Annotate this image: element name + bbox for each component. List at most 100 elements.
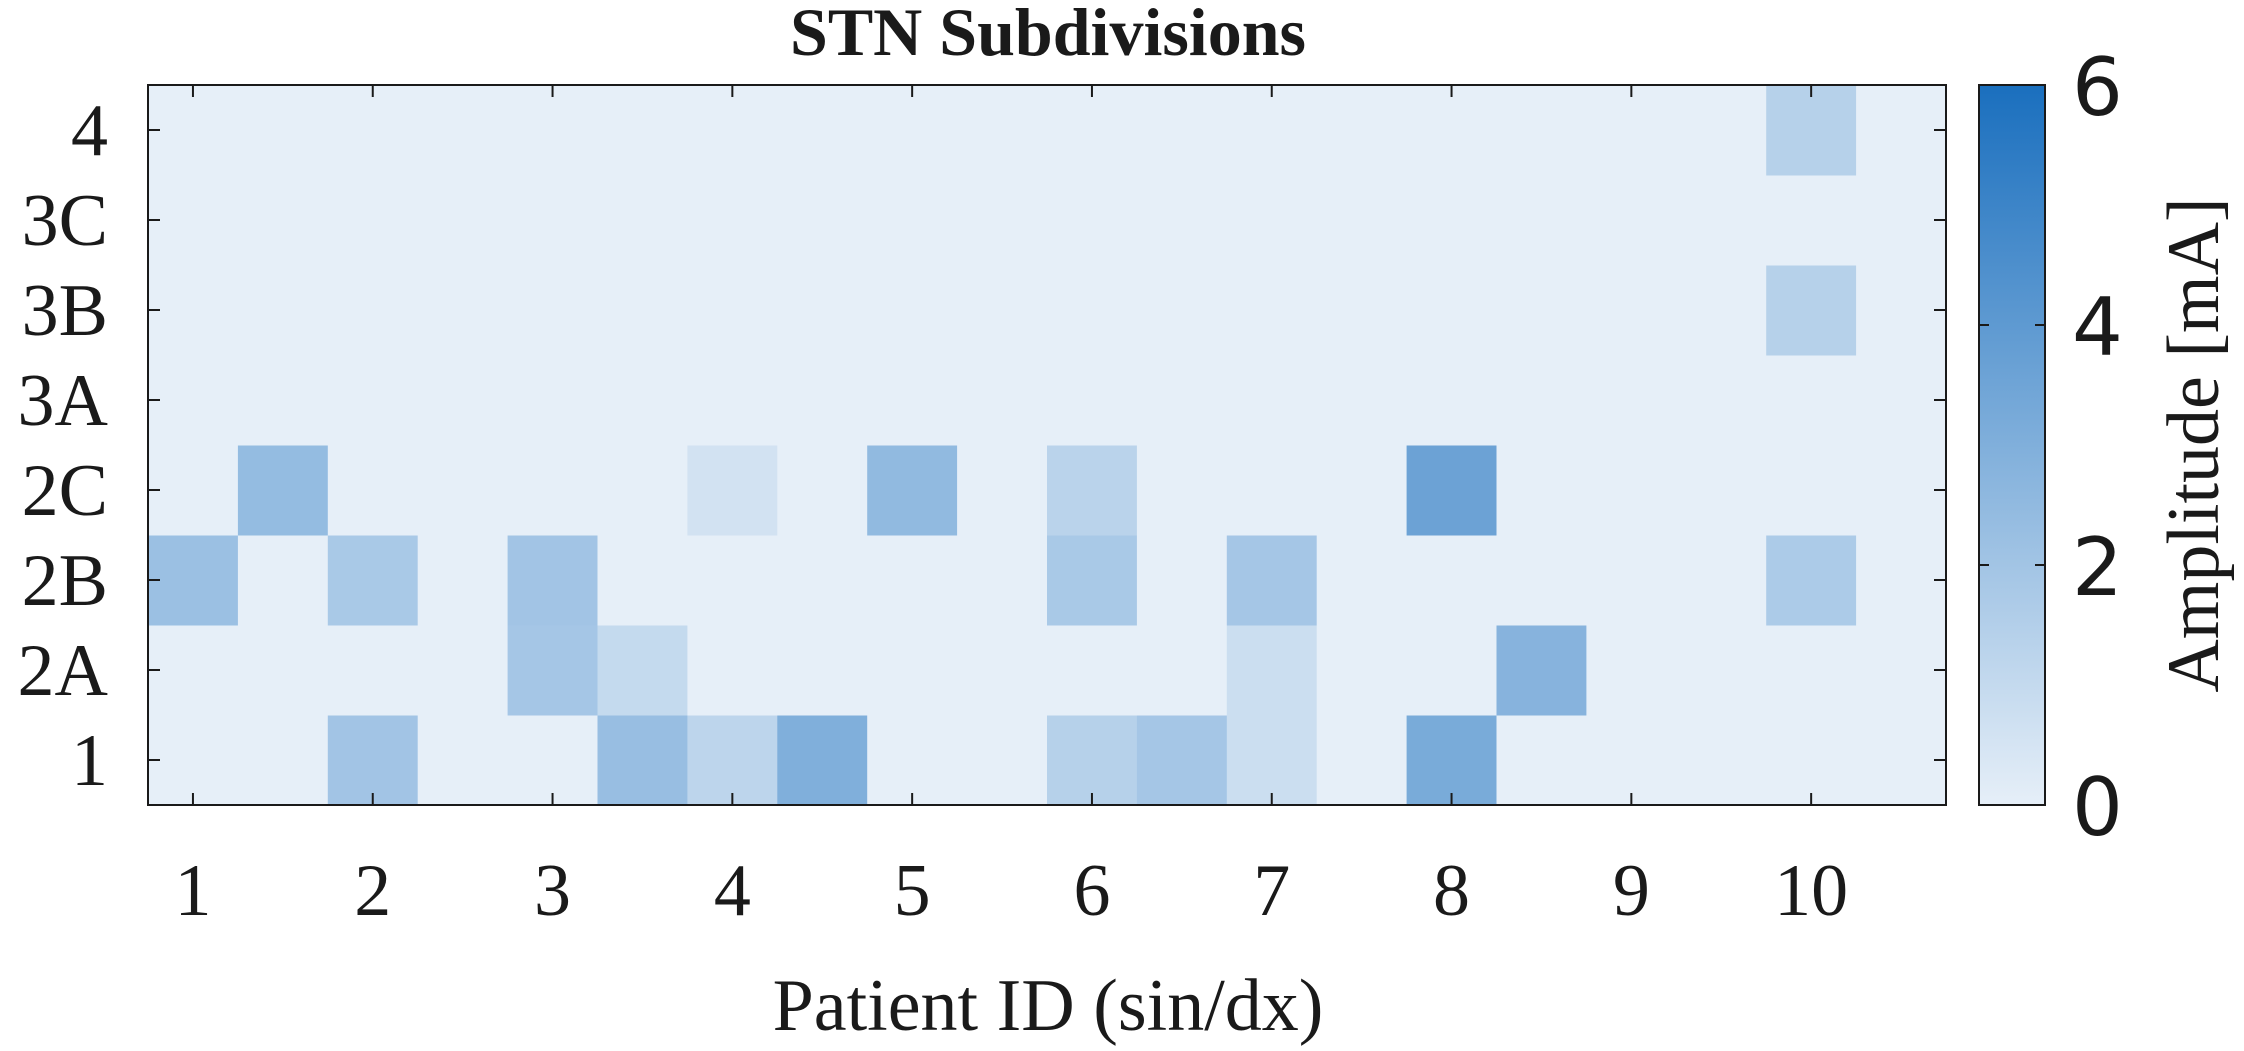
heatmap-cell (237, 265, 329, 356)
heatmap-cell (417, 265, 509, 356)
y-tick-label: 2B (22, 540, 108, 622)
heatmap-cell (597, 265, 688, 356)
plot-frame (147, 84, 1947, 806)
heatmap-cell (1406, 625, 1497, 716)
heatmap-cell (237, 175, 329, 266)
heatmap-cell (1676, 265, 1767, 356)
heatmap-cell (1047, 355, 1138, 446)
y-tick-label: 4 (71, 90, 108, 172)
heatmap-cell (1586, 445, 1677, 536)
heatmap-cell (1676, 715, 1767, 806)
heatmap-cell (1856, 715, 1947, 806)
heatmap-cell (417, 535, 509, 626)
heatmap-cell (237, 85, 329, 176)
heatmap-cell (1406, 85, 1497, 176)
heatmap-cell (1856, 535, 1947, 626)
heatmap-cells (148, 85, 1947, 806)
heatmap-cell (1316, 625, 1408, 716)
heatmap-cell (777, 535, 868, 626)
colorbar-tick-label: 2 (2072, 521, 2123, 614)
heatmap-cell (1586, 85, 1677, 176)
heatmap-cell (1856, 625, 1947, 716)
heatmap-cell (1406, 715, 1497, 806)
heatmap-cell (1496, 175, 1587, 266)
heatmap-cell (1496, 445, 1587, 536)
x-tick-label: 5 (894, 850, 931, 932)
heatmap-cell (1856, 85, 1947, 176)
heatmap-cell (597, 715, 688, 806)
heatmap-cell (1047, 625, 1138, 716)
y-tick-label: 2A (18, 630, 108, 712)
heatmap-cell (957, 535, 1048, 626)
heatmap-cell (597, 85, 688, 176)
heatmap-cell (1226, 355, 1318, 446)
heatmap-cell (687, 535, 778, 626)
heatmap-cell (1406, 355, 1497, 446)
heatmap-cell (777, 625, 868, 716)
heatmap-cell (1676, 85, 1767, 176)
x-tick-label: 10 (1774, 850, 1848, 932)
heatmap-cell (957, 355, 1048, 446)
heatmap-cell (1316, 355, 1408, 446)
heatmap-cell (867, 85, 958, 176)
heatmap-cell (1766, 535, 1857, 626)
heatmap-cell (957, 445, 1048, 536)
x-tick-label: 9 (1613, 850, 1650, 932)
heatmap-cell (1136, 535, 1228, 626)
heatmap-cell (1316, 175, 1408, 266)
heatmap-cell (777, 85, 868, 176)
heatmap-cell (1136, 85, 1228, 176)
heatmap-cell (597, 535, 688, 626)
chart-title: STN Subdivisions (790, 0, 1306, 70)
heatmap-cell (148, 85, 239, 176)
heatmap-cell (1586, 265, 1677, 356)
heatmap-cell (1586, 535, 1677, 626)
heatmap-cell (237, 715, 329, 806)
heatmap-cell (1047, 85, 1138, 176)
heatmap-cell (327, 265, 419, 356)
heatmap-cell (1047, 265, 1138, 356)
heatmap-cell (687, 715, 778, 806)
heatmap-cell (957, 625, 1048, 716)
heatmap-cell (1406, 535, 1497, 626)
heatmap-cell (867, 535, 958, 626)
heatmap-cell (1766, 625, 1857, 716)
heatmap-cell (1766, 175, 1857, 266)
heatmap-cell (1136, 445, 1228, 536)
heatmap-cell (777, 355, 868, 446)
heatmap-cell (1676, 535, 1767, 626)
y-tick-label: 2C (22, 450, 108, 532)
heatmap-cell (867, 265, 958, 356)
heatmap-cell (507, 715, 598, 806)
heatmap-cell (417, 625, 509, 716)
heatmap-cell (1047, 535, 1138, 626)
heatmap-cell (1226, 715, 1318, 806)
heatmap-cell (1676, 175, 1767, 266)
heatmap-cell (867, 715, 958, 806)
heatmap-cell (1766, 445, 1857, 536)
heatmap-cell (687, 85, 778, 176)
heatmap-cell (777, 265, 868, 356)
heatmap-cell (1136, 715, 1228, 806)
colorbar-ticks: 0 2 4 6 (1979, 41, 2123, 854)
x-tick-label: 8 (1433, 850, 1470, 932)
heatmap-cell (1316, 265, 1408, 356)
heatmap-cell (148, 265, 239, 356)
heatmap-cell (1766, 85, 1857, 176)
heatmap-cell (148, 175, 239, 266)
heatmap-cell (867, 445, 958, 536)
heatmap-cell (507, 355, 598, 446)
heatmap-cell (1676, 445, 1767, 536)
y-tick-label: 3A (18, 360, 108, 442)
heatmap-cell (507, 535, 598, 626)
heatmap-cell (687, 175, 778, 266)
heatmap-cell (1856, 175, 1947, 266)
y-tick-label: 1 (71, 720, 108, 802)
heatmap-cell (1226, 625, 1318, 716)
heatmap-cell (1586, 715, 1677, 806)
heatmap-cell (417, 85, 509, 176)
heatmap-cell (957, 715, 1048, 806)
heatmap-cell (1496, 625, 1587, 716)
